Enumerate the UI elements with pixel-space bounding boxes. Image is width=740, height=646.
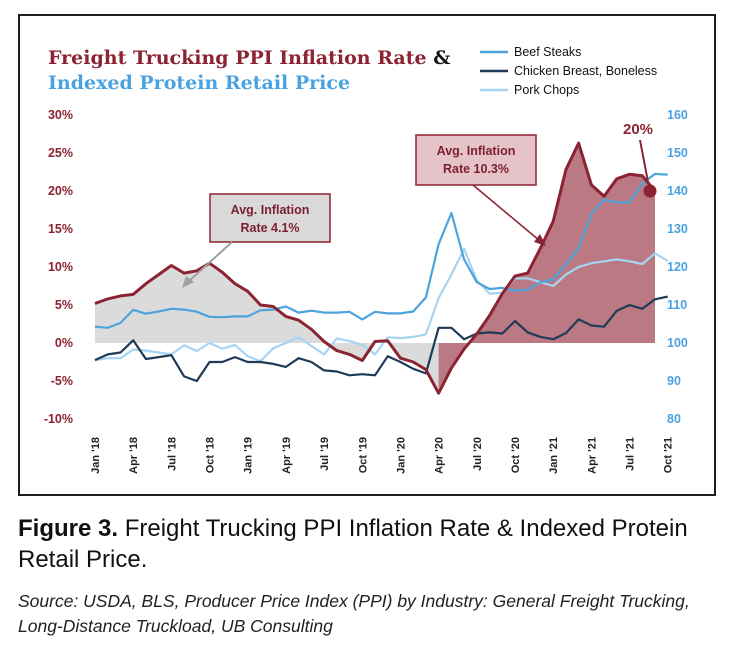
x-axis-tick: Oct '21 — [663, 437, 675, 473]
callout-20pct-arrow — [639, 139, 649, 183]
left-axis-tick: 30% — [48, 108, 73, 122]
callout-1-line1: Avg. Inflation — [231, 203, 310, 217]
callout-1-line2: Rate 4.1% — [240, 221, 299, 235]
legend-chicken-label: Chicken Breast, Boneless — [514, 64, 657, 78]
source-note: Source: USDA, BLS, Producer Price Index … — [18, 591, 690, 636]
right-axis-tick: 150 — [667, 146, 688, 160]
plot-area — [94, 141, 669, 395]
ppi-inflation-line — [94, 141, 657, 395]
x-axis-tick: Jan '19 — [243, 437, 255, 474]
x-axis-tick: Oct '20 — [510, 437, 522, 473]
x-axis-tick: Apr '18 — [128, 437, 140, 474]
x-axis-tick: Jul '18 — [166, 437, 178, 471]
left-axis-tick: 0% — [55, 336, 73, 350]
right-axis-tick: 110 — [667, 298, 687, 312]
right-axis-tick: 90 — [667, 374, 681, 388]
left-axis-tick: 5% — [55, 298, 73, 312]
x-axis-tick: Apr '21 — [586, 437, 598, 474]
ppi-area-2020-2021 — [438, 143, 655, 394]
pork-chops-line — [94, 247, 669, 363]
x-axis-tick: Apr '20 — [434, 437, 446, 474]
legend-beef-label: Beef Steaks — [514, 45, 581, 59]
x-axis-tick: Jan '20 — [396, 437, 408, 474]
callout-1-arrow — [187, 241, 233, 283]
callout-2-arrow — [472, 184, 541, 242]
left-axis-tick: 25% — [48, 146, 73, 160]
left-axis-tick: -10% — [44, 412, 73, 426]
callout-2-line2: Rate 10.3% — [443, 162, 509, 176]
callout-1-arrowhead — [182, 276, 194, 288]
ppi-area-2018-2020 — [95, 263, 439, 394]
x-axis-tick: Jan '21 — [548, 437, 560, 474]
beef-steaks-line — [94, 172, 668, 329]
callout-1-box — [209, 193, 331, 243]
callout-avg-inflation-4: Avg. Inflation Rate 4.1% — [182, 193, 331, 288]
right-axis-tick: 100 — [667, 336, 688, 350]
left-axis-tick: 20% — [48, 184, 73, 198]
figure-caption-text: Freight Trucking PPI Inflation Rate & In… — [18, 515, 688, 573]
x-axis-tick: Jul '20 — [472, 437, 484, 471]
callout-20pct-label: 20% — [623, 121, 653, 138]
left-axis-tick: 15% — [48, 222, 73, 236]
left-axis-tick: 10% — [48, 260, 73, 274]
x-axis-tick: Oct '19 — [357, 437, 369, 473]
figure-label: Figure 3. — [18, 515, 119, 542]
x-axis-tick: Jul '19 — [319, 437, 331, 471]
x-axis-tick: Jul '21 — [625, 437, 637, 471]
axes: 30% 25% 20% 15% 10% 5% 0% -5% -10% 160 150 140 130 12… — [44, 108, 688, 474]
chart-title-ampersand: & — [433, 47, 450, 69]
right-axis-tick: 140 — [667, 184, 688, 198]
callout-avg-inflation-10: Avg. Inflation Rate 10.3% — [415, 134, 546, 246]
x-axis-tick: Jan '18 — [90, 437, 102, 474]
right-axis-tick: 120 — [667, 260, 688, 274]
callout-2-box — [415, 134, 537, 186]
figure-caption: Figure 3. Freight Trucking PPI Inflation… — [18, 513, 718, 575]
chart: Freight Trucking PPI Inflation Rate & In… — [44, 45, 688, 474]
chart-title-line1: Freight Trucking PPI Inflation Rate & — [48, 47, 450, 69]
left-axis-tick: -5% — [51, 374, 73, 388]
callout-2-arrowhead — [534, 234, 546, 246]
x-axis-tick: Apr '19 — [281, 437, 293, 474]
chicken-breast-line — [94, 295, 668, 383]
x-axis-tick: Oct '18 — [205, 437, 217, 473]
right-axis-tick: 160 — [667, 108, 688, 122]
ppi-end-marker — [643, 184, 657, 198]
legend: Beef Steaks Chicken Breast, Boneless Por… — [480, 45, 657, 97]
right-axis-tick: 80 — [667, 412, 681, 426]
callout-2-line1: Avg. Inflation — [437, 144, 516, 158]
callout-20pct: 20% — [623, 121, 657, 198]
legend-pork-label: Pork Chops — [514, 83, 579, 97]
chart-title-line2: Indexed Protein Retail Price — [48, 72, 350, 94]
right-axis-tick: 130 — [667, 222, 688, 236]
